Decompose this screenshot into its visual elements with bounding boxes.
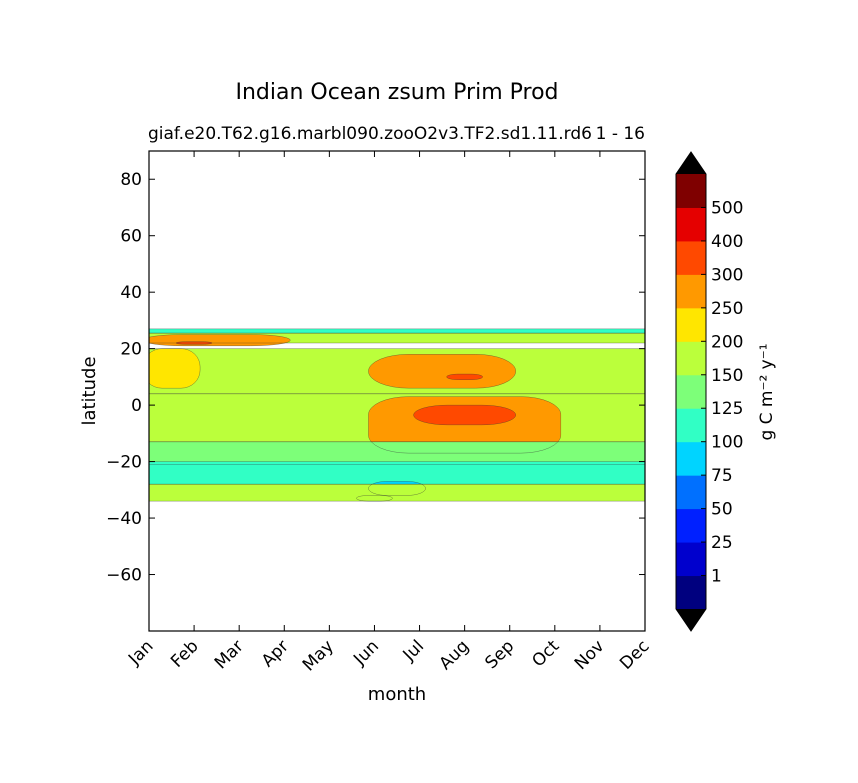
x-tick-label: Sep (481, 636, 518, 673)
region-south-teal (149, 461, 645, 485)
colorbar-swatch (676, 274, 706, 309)
colorbar-tick-label: 250 (711, 299, 743, 319)
y-tick-label: 60 (120, 227, 142, 247)
colorbar-tick-label: 75 (711, 466, 733, 486)
region-summer-upwelling-core (446, 374, 483, 380)
colorbar-tick-label: 150 (711, 366, 743, 386)
colorbar-tick-label: 500 (711, 198, 743, 218)
colorbar-swatch (676, 341, 706, 376)
colorbar-tick-label: 200 (711, 332, 743, 352)
contour-line-south-edge (149, 483, 645, 502)
colorbar-swatch (676, 307, 706, 342)
x-tick-label: Mar (211, 636, 248, 673)
contour-field (149, 328, 645, 502)
y-tick-label: −60 (106, 566, 142, 586)
y-tick-label: −20 (106, 453, 142, 473)
region-summer-upwelling (368, 354, 516, 389)
y-tick-label: 80 (120, 170, 142, 190)
colorbar-swatch (676, 374, 706, 409)
x-tick-label: Feb (167, 636, 202, 671)
contour-line-summer-upwelling-core (446, 373, 483, 380)
region-south-green (149, 441, 645, 465)
colorbar-tick-label: 300 (711, 265, 743, 285)
y-axis: 80 60 40 20 0 −20 −40 −60 (106, 170, 645, 586)
contour-line-west-yellow (149, 348, 201, 389)
colorbar-label: g C m⁻² y⁻¹ (757, 343, 777, 440)
contour-lines (149, 328, 645, 502)
x-tick-label: Apr (258, 636, 293, 671)
colorbar-frame (675, 151, 707, 632)
y-tick-label: 40 (120, 283, 142, 303)
contour-line-equatorial-summer (368, 396, 562, 454)
y-tick-label: 0 (131, 396, 142, 416)
x-tick-label: Dec (616, 636, 653, 673)
contour-line-south-green (149, 441, 645, 465)
plot-frame (148, 150, 646, 632)
region-north-orange-patch (149, 334, 291, 346)
chart-subtitle-left: giaf.e20.T62.g16.marbl090.zooO2v3.TF2.sd… (148, 124, 592, 144)
colorbar-swatch (676, 408, 706, 443)
colorbar-tick-label: 100 (711, 433, 743, 453)
contour-line-north-band (149, 332, 645, 344)
colorbar-tick-label: 1 (711, 567, 722, 587)
colorbar-tick-label: 50 (711, 500, 733, 520)
region-north-band (149, 333, 645, 343)
colorbar-swatch (676, 240, 706, 275)
plot-area (148, 150, 646, 632)
region-band-n-edge (149, 328, 645, 334)
colorbar-extend-min (676, 609, 706, 631)
colorbar-swatch (676, 441, 706, 476)
y-tick-label: 20 (120, 340, 142, 360)
colorbar-swatch (676, 575, 706, 610)
x-axis-label: month (368, 684, 426, 705)
contour-line-south-cyan-min (368, 481, 426, 496)
colorbar-tick-label: 125 (711, 399, 743, 419)
chart-subtitle-right: 1 - 16 (596, 124, 645, 144)
colorbar-tick-label: 25 (711, 533, 733, 553)
x-tick-label: Nov (571, 636, 609, 674)
colorbar-swatch (676, 542, 706, 577)
x-tick-label: Jan (124, 636, 157, 669)
contour-line-summer-upwelling (368, 354, 516, 389)
x-tick-label: Jul (399, 636, 428, 665)
region-west-yellow (149, 348, 201, 389)
colorbar-swatch (676, 207, 706, 242)
y-axis-label: latitude (79, 356, 100, 425)
colorbar-swatch (676, 475, 706, 510)
x-tick-label: May (299, 636, 338, 675)
colorbar-swatch (676, 508, 706, 543)
colorbar-extend-max (676, 152, 706, 174)
colorbar-swatch (676, 174, 706, 208)
contour-line-north-hotspot (175, 341, 213, 345)
region-equatorial-core (413, 405, 516, 425)
contour-line-equatorial-core (413, 404, 516, 426)
x-tick-label: Jun (349, 636, 383, 670)
contour-line-north-orange-patch (149, 334, 291, 347)
x-tick-label: Oct (528, 636, 563, 671)
chart-title: Indian Ocean zsum Prim Prod (236, 80, 559, 105)
region-south-edge (149, 484, 645, 502)
colorbar-tick-label: 400 (711, 232, 743, 252)
x-tick-label: Aug (436, 636, 474, 674)
y-tick-label: −40 (106, 509, 142, 529)
